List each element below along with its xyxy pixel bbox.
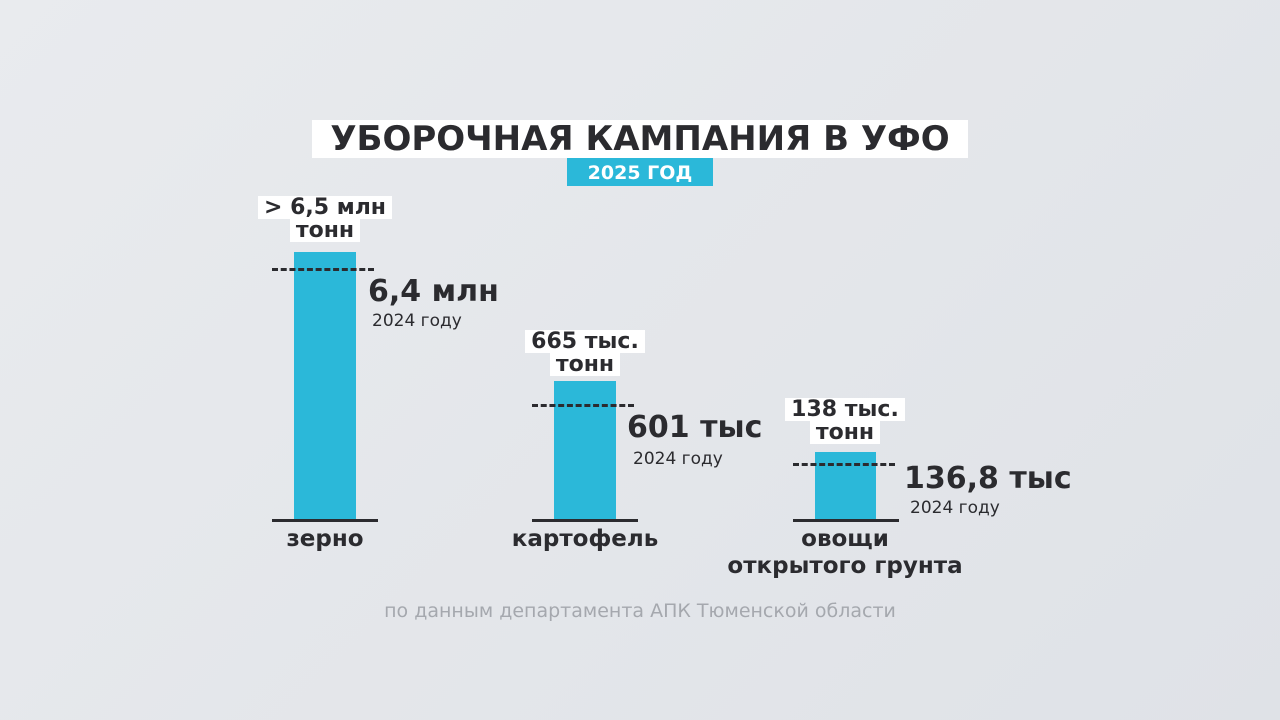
title: УБОРОЧНАЯ КАМПАНИЯ В УФО [312,120,968,158]
value-2024-caption: 2024 году [633,449,723,469]
value-2025-line: тонн [289,219,361,242]
bar [294,252,356,520]
dash-line [272,268,374,271]
value-2025: 138 тыс. тонн [770,398,920,444]
value-2024: 6,4 млн [368,274,499,309]
value-2024-caption: 2024 году [372,311,462,331]
value-2025-line: 138 тыс. [785,398,905,421]
value-2024-caption: 2024 году [910,498,1000,518]
category: картофель [485,526,685,553]
category: зерно [225,526,425,553]
category-line: открытого грунта [727,553,963,579]
category-line: картофель [511,526,659,552]
value-2025-line: тонн [549,353,621,376]
subtitle: 2025 ГОД [567,158,713,186]
category: овощи открытого грунта [725,526,965,580]
category-line: овощи [801,526,889,552]
value-2024: 601 тыс [627,410,763,445]
source: по данным департамента АПК Тюменской обл… [384,600,896,622]
baseline [793,519,899,522]
value-2025-line: 665 тыс. [525,330,645,353]
baseline [532,519,638,522]
value-2025-line: тонн [809,421,881,444]
value-2024: 136,8 тыс [904,461,1072,496]
category-line: зерно [286,526,364,552]
baseline [272,519,378,522]
bar [554,381,616,520]
dash-line [532,404,634,407]
value-2025-line: > 6,5 млн [257,196,393,219]
value-2025: 665 тыс. тонн [505,330,665,376]
value-2025: > 6,5 млн тонн [245,196,405,242]
dash-line [793,463,895,466]
